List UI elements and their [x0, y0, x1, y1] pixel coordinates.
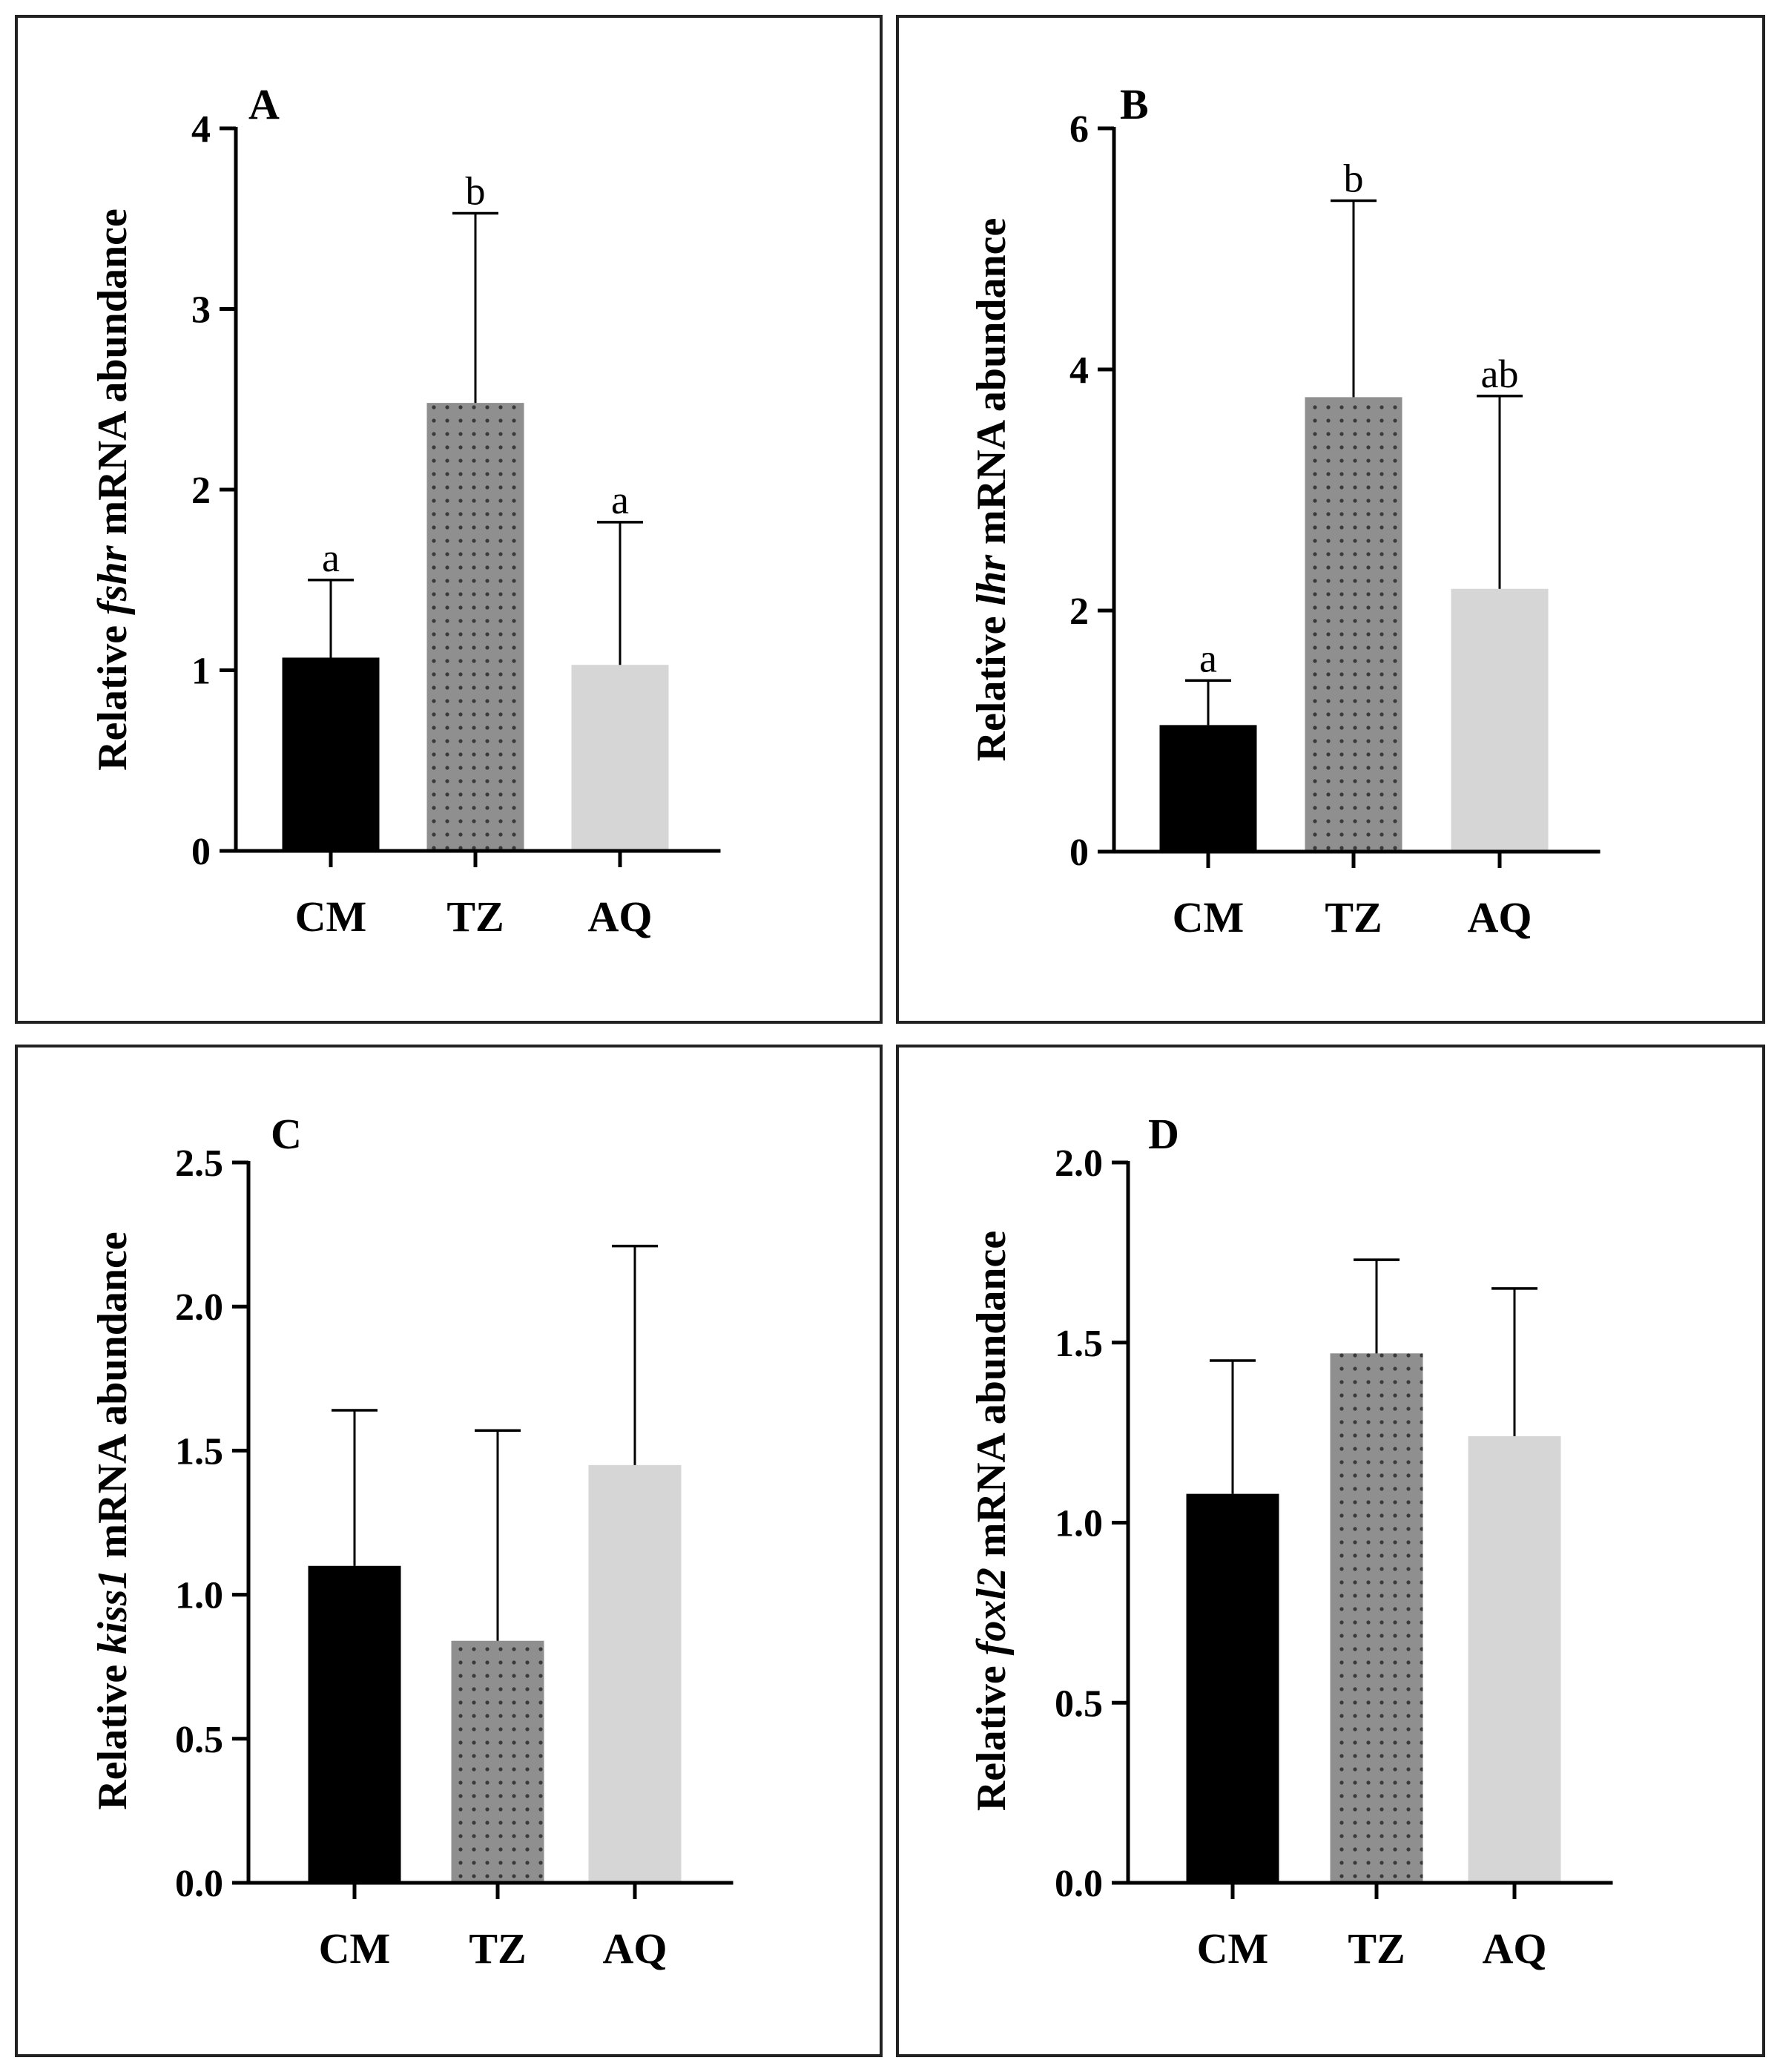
panel-b-ytick-label: 4 [1069, 349, 1089, 392]
panel-b-ytick-label: 0 [1069, 832, 1089, 874]
panel-b-significance-aq: ab [1481, 352, 1519, 396]
panel-d-ytick-label: 1.0 [1055, 1503, 1103, 1545]
panel-c-ytick-label: 0.0 [175, 1863, 223, 1905]
panel-c-y-axis-label: Relative kiss1 mRNA abundance [90, 1231, 136, 1809]
panel-d-ytick-label: 2.0 [1055, 1142, 1103, 1185]
panel-c-bar-tz [451, 1640, 544, 1883]
panel-d-category-label: TZ [1348, 1924, 1405, 1973]
panel-c-letter: C [271, 1110, 302, 1158]
panel-c-ytick-label: 1.0 [175, 1575, 223, 1617]
panel-b-ytick-label: 2 [1069, 591, 1089, 633]
panel-a-category-label: TZ [446, 892, 504, 941]
panel-a-significance-cm: a [322, 536, 340, 580]
panel-b-significance-cm: a [1199, 636, 1217, 680]
panel-c-category-label: CM [319, 1924, 391, 1973]
panel-a-ytick-label: 2 [191, 470, 211, 512]
panel-c-category-label: AQ [603, 1924, 668, 1973]
panel-c-ytick-label: 2.5 [175, 1142, 223, 1185]
panel-a-category-label: CM [295, 892, 367, 941]
panel-a-y-axis-label: Relative fshr mRNA abundance [90, 208, 136, 771]
panel-b-bar-aq [1451, 588, 1549, 852]
panel-a-bar-tz [426, 403, 524, 851]
panel-c-bar-aq [588, 1464, 682, 1883]
panel-a-ytick-label: 3 [191, 289, 211, 332]
panel-a-bar-cm [282, 657, 380, 851]
panel-a-ytick-label: 0 [191, 831, 211, 873]
panel-b-significance-tz: b [1344, 157, 1364, 201]
panel-d-category-label: AQ [1483, 1924, 1547, 1973]
panel-b-category-label: AQ [1468, 893, 1532, 941]
panel-c-bar-cm [308, 1565, 401, 1883]
panel-b-letter: B [1120, 80, 1149, 128]
panel-d-ytick-label: 1.5 [1055, 1323, 1103, 1365]
panel-b-bar-tz [1305, 397, 1402, 852]
panel-a-category-label: AQ [588, 892, 653, 941]
panel-b-bar-cm [1159, 725, 1257, 852]
panel-a-ytick-label: 1 [191, 651, 211, 693]
panel-a-ytick-label: 4 [191, 108, 211, 151]
panel-c-frame [15, 1045, 883, 2057]
panel-a-bar-aq [571, 665, 669, 851]
panel-a-letter: A [248, 80, 280, 128]
panel-d-category-label: CM [1197, 1924, 1269, 1973]
panel-d-ytick-label: 0.5 [1055, 1683, 1103, 1725]
panel-d-ytick-label: 0.0 [1055, 1863, 1103, 1905]
panel-c-category-label: TZ [469, 1924, 526, 1973]
panel-b-category-label: CM [1173, 893, 1245, 941]
panel-b-ytick-label: 6 [1069, 108, 1089, 151]
panel-c-ytick-label: 2.0 [175, 1286, 223, 1329]
panel-d-bar-tz [1330, 1353, 1423, 1883]
panel-d-bar-aq [1468, 1435, 1561, 1883]
panel-c-ytick-label: 0.5 [175, 1719, 223, 1761]
panel-d-letter: D [1148, 1110, 1179, 1158]
panel-a-significance-tz: b [466, 168, 486, 213]
panel-c-ytick-label: 1.5 [175, 1430, 223, 1473]
panel-b-y-axis-label: Relative lhr mRNA abundance [969, 218, 1015, 762]
panel-d-y-axis-label: Relative foxl2 mRNA abundance [969, 1231, 1015, 1811]
panel-a-significance-aq: a [611, 478, 629, 522]
panel-d-bar-cm [1186, 1493, 1279, 1883]
panel-b-category-label: TZ [1325, 893, 1382, 941]
